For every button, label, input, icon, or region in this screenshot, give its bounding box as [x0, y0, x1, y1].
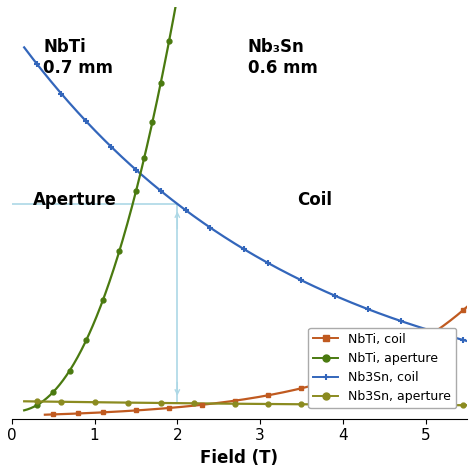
Text: Aperture: Aperture — [32, 191, 116, 210]
X-axis label: Field (T): Field (T) — [201, 449, 278, 467]
Text: Nb₃Sn
0.6 mm: Nb₃Sn 0.6 mm — [248, 38, 318, 77]
Text: NbTi
0.7 mm: NbTi 0.7 mm — [43, 38, 113, 77]
Text: Coil: Coil — [297, 191, 332, 210]
Legend: NbTi, coil, NbTi, aperture, Nb3Sn, coil, Nb3Sn, aperture: NbTi, coil, NbTi, aperture, Nb3Sn, coil,… — [309, 328, 456, 409]
